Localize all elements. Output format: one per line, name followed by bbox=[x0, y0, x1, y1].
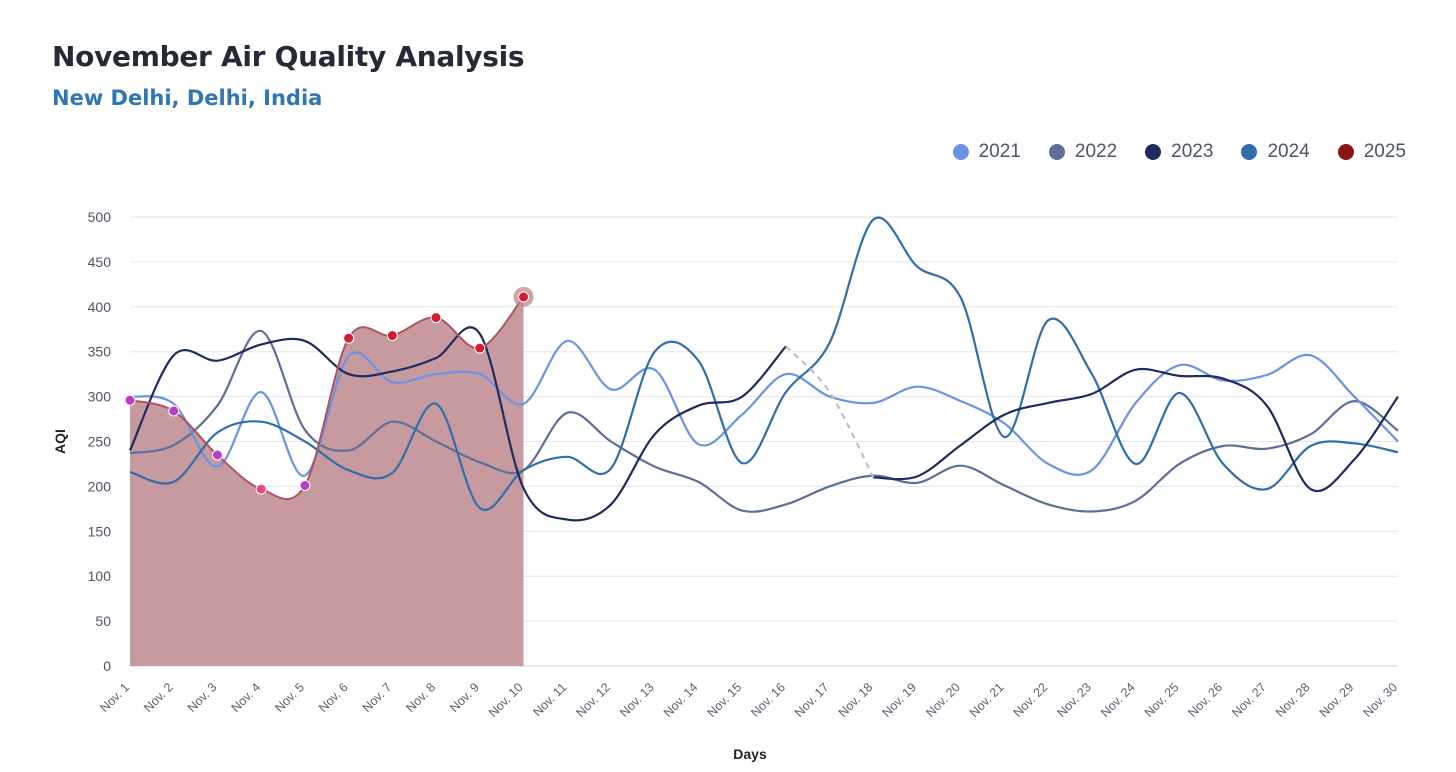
legend-label-2023: 2023 bbox=[1171, 141, 1214, 162]
area-2025 bbox=[130, 296, 524, 666]
legend-label-2022: 2022 bbox=[1074, 141, 1118, 162]
legend-marker-2025 bbox=[1337, 144, 1354, 160]
x-tick-label: Nov. 26 bbox=[1186, 680, 1226, 720]
y-tick-label: 300 bbox=[88, 389, 112, 405]
x-tick-label: Nov. 1 bbox=[97, 680, 132, 715]
series-line-2025 bbox=[129, 296, 525, 501]
y-tick-label: 400 bbox=[88, 299, 112, 315]
x-tick-label: Nov. 24 bbox=[1098, 680, 1138, 720]
legend-item-2025[interactable]: 2025 bbox=[1337, 141, 1406, 163]
x-tick-label: Nov. 19 bbox=[879, 680, 919, 720]
x-tick-label: Nov. 30 bbox=[1360, 680, 1400, 720]
legend-label-2021: 2021 bbox=[978, 141, 1021, 162]
legend-marker-2022 bbox=[1048, 144, 1065, 160]
x-tick-label: Nov. 6 bbox=[316, 680, 351, 715]
x-tick-label: Nov. 21 bbox=[967, 680, 1007, 720]
x-tick-label: Nov. 2 bbox=[141, 680, 176, 715]
chart-title: November Air Quality Analysis bbox=[52, 40, 525, 73]
x-axis-title: Days bbox=[733, 746, 767, 762]
x-tick-label: Nov. 13 bbox=[617, 680, 657, 720]
data-point-2025 bbox=[430, 312, 442, 324]
y-axis-title: AQI bbox=[52, 429, 68, 454]
legend-item-2021[interactable]: 2021 bbox=[952, 141, 1021, 163]
x-tick-label: Nov. 23 bbox=[1054, 680, 1094, 720]
x-tick-label: Nov. 5 bbox=[272, 680, 307, 715]
data-point-2025 bbox=[299, 480, 311, 492]
series-line-2023 bbox=[129, 326, 787, 522]
y-tick-label: 50 bbox=[95, 613, 111, 629]
legend-marker-2021 bbox=[952, 144, 969, 160]
legend-item-2024[interactable]: 2024 bbox=[1241, 141, 1310, 163]
chart-subtitle: New Delhi, Delhi, India bbox=[52, 86, 323, 110]
legend-item-2023[interactable]: 2023 bbox=[1145, 141, 1213, 163]
y-tick-label: 100 bbox=[88, 568, 112, 584]
x-tick-label: Nov. 12 bbox=[573, 680, 613, 720]
legend-marker-2023 bbox=[1145, 144, 1162, 160]
data-point-2025 bbox=[518, 291, 530, 303]
x-tick-label: Nov. 3 bbox=[185, 680, 220, 715]
x-tick-label: Nov. 4 bbox=[229, 680, 264, 715]
x-tick-label: Nov. 15 bbox=[705, 680, 745, 720]
data-point-2025 bbox=[211, 449, 223, 461]
x-tick-label: Nov. 28 bbox=[1273, 680, 1313, 720]
series-line-2024 bbox=[129, 216, 1399, 511]
x-tick-label: Nov. 17 bbox=[792, 680, 832, 720]
data-point-2025 bbox=[474, 342, 486, 354]
data-point-2025 bbox=[255, 483, 267, 495]
data-point-2025 bbox=[168, 405, 180, 417]
x-tick-label: Nov. 22 bbox=[1011, 680, 1051, 720]
x-tick-label: Nov. 9 bbox=[447, 680, 482, 715]
x-tick-label: Nov. 7 bbox=[360, 680, 395, 715]
y-tick-label: 200 bbox=[88, 478, 112, 494]
x-tick-label: Nov. 10 bbox=[486, 680, 526, 720]
y-tick-label: 0 bbox=[103, 658, 111, 674]
y-tick-label: 150 bbox=[88, 523, 112, 539]
y-tick-label: 250 bbox=[88, 434, 112, 450]
legend: 2021 2022 2023 2024 2025 bbox=[952, 141, 1406, 163]
legend-label-2024: 2024 bbox=[1267, 141, 1310, 162]
legend-label-2025: 2025 bbox=[1363, 141, 1406, 162]
x-tick-label: Nov. 8 bbox=[403, 680, 438, 715]
legend-item-2022[interactable]: 2022 bbox=[1048, 141, 1118, 163]
y-tick-label: 450 bbox=[88, 254, 112, 270]
x-tick-label: Nov. 16 bbox=[748, 680, 788, 720]
x-tick-label: Nov. 25 bbox=[1142, 680, 1182, 720]
x-tick-label: Nov. 14 bbox=[661, 680, 701, 720]
legend-marker-2024 bbox=[1241, 144, 1258, 160]
x-tick-label: Nov. 27 bbox=[1229, 680, 1269, 720]
y-tick-label: 500 bbox=[88, 209, 112, 225]
x-tick-label: Nov. 11 bbox=[530, 680, 569, 719]
series-line-2023 bbox=[873, 367, 1399, 493]
data-point-2025 bbox=[343, 332, 355, 344]
data-point-2025 bbox=[386, 330, 398, 342]
x-tick-label: Nov. 20 bbox=[923, 680, 963, 720]
x-tick-label: Nov. 29 bbox=[1317, 680, 1357, 720]
data-point-2025 bbox=[124, 394, 136, 406]
series-line-2023-gap bbox=[785, 345, 875, 478]
y-tick-label: 350 bbox=[88, 344, 112, 360]
x-tick-label: Nov. 18 bbox=[836, 680, 876, 720]
